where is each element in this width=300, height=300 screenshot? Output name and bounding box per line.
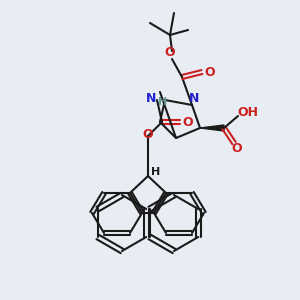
- Polygon shape: [200, 125, 224, 131]
- Text: N: N: [146, 92, 156, 104]
- Text: N: N: [189, 92, 199, 104]
- Text: H: H: [158, 97, 168, 107]
- Text: OH: OH: [238, 106, 259, 119]
- Text: O: O: [143, 128, 153, 140]
- Text: O: O: [232, 142, 242, 155]
- Text: O: O: [183, 116, 193, 128]
- Text: O: O: [205, 65, 215, 79]
- Text: H: H: [152, 167, 160, 177]
- Text: O: O: [165, 46, 175, 59]
